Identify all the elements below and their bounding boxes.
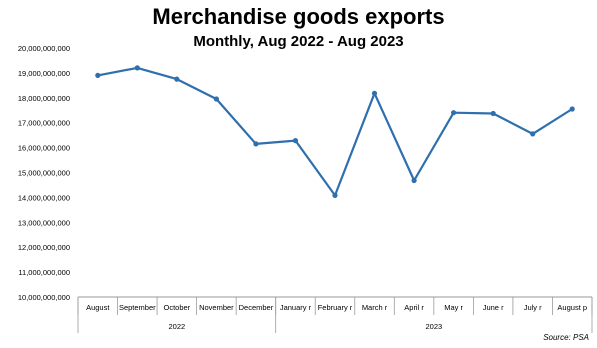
x-tick-label: July r	[524, 303, 542, 312]
y-tick-label: 12,000,000,000	[18, 243, 70, 252]
chart-subtitle: Monthly, Aug 2022 - Aug 2023	[193, 33, 404, 50]
data-point	[411, 177, 417, 184]
x-group-label: 2023	[426, 322, 443, 331]
x-tick-label: August	[86, 303, 110, 312]
x-tick-label: May r	[444, 303, 463, 312]
data-point	[174, 76, 180, 82]
data-point	[530, 131, 536, 137]
y-tick-label: 15,000,000,000	[18, 169, 70, 178]
y-tick-label: 16,000,000,000	[18, 144, 70, 153]
x-group-label: 2022	[169, 322, 186, 331]
data-point	[451, 110, 457, 116]
data-point	[490, 110, 496, 117]
y-tick-label: 17,000,000,000	[18, 119, 70, 128]
data-point	[134, 65, 140, 71]
y-tick-label: 18,000,000,000	[18, 94, 70, 103]
x-tick-label: March r	[362, 303, 388, 312]
x-tick-label: August p	[557, 303, 587, 312]
series-line	[97, 66, 573, 197]
x-tick-label: October	[164, 303, 191, 312]
y-tick-label: 13,000,000,000	[18, 218, 70, 227]
y-tick-label: 10,000,000,000	[18, 293, 70, 302]
data-point	[371, 90, 378, 96]
y-tick-label: 19,000,000,000	[18, 69, 70, 78]
data-point	[213, 96, 219, 102]
x-tick-label: June r	[483, 303, 504, 312]
x-tick-label: January r	[280, 303, 312, 312]
data-point	[569, 106, 575, 112]
x-tick-label: February r	[318, 303, 353, 312]
x-tick-label: December	[239, 303, 274, 312]
source-note: Source: PSA	[543, 333, 589, 342]
x-tick-label: September	[119, 303, 156, 312]
data-point	[95, 72, 101, 78]
y-tick-label: 11,000,000,000	[18, 268, 70, 277]
chart-title: Merchandise goods exports	[152, 4, 445, 29]
x-tick-label: November	[199, 303, 234, 312]
x-tick-label: April r	[404, 303, 424, 312]
data-point	[292, 138, 299, 144]
y-tick-label: 14,000,000,000	[18, 193, 70, 202]
data-point	[332, 192, 338, 198]
data-point	[253, 141, 259, 147]
y-tick-label: 20,000,000,000	[18, 44, 70, 53]
